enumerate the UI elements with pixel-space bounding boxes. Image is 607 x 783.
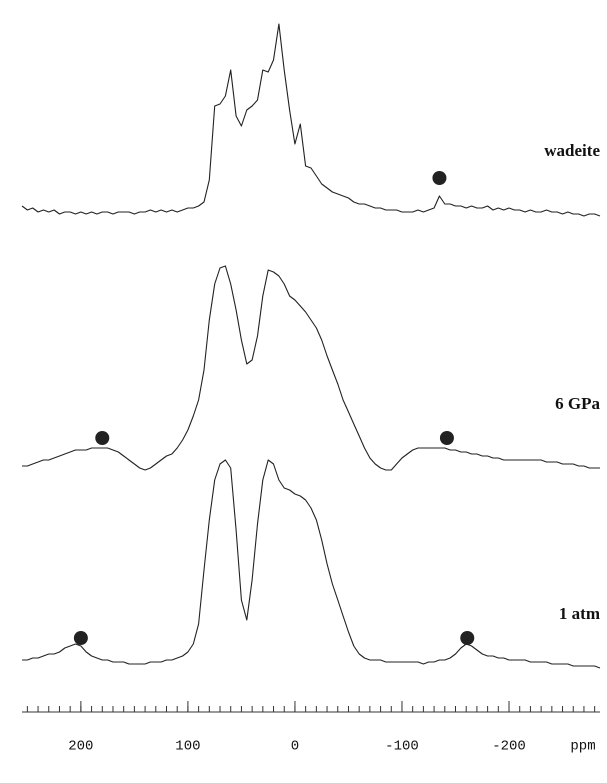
spectrum-line	[22, 265, 600, 471]
spectrum-line	[21, 23, 601, 217]
sideband-marker	[432, 171, 447, 185]
x-tick-label: -200	[492, 739, 526, 755]
series-label: wadeite	[544, 141, 600, 160]
sideband-marker	[95, 431, 110, 445]
sideband-marker	[73, 631, 88, 645]
x-tick-label: 200	[68, 739, 93, 755]
series-label: 6 GPa	[555, 394, 600, 413]
sideband-marker	[439, 431, 454, 445]
x-axis-label: ppm	[570, 739, 595, 755]
x-tick-label: 100	[175, 739, 200, 755]
x-tick-label: 0	[291, 739, 299, 755]
spectrum-line	[22, 459, 601, 669]
sideband-marker	[460, 631, 475, 645]
series-label: 1 atm	[559, 604, 600, 623]
x-tick-label: -100	[385, 739, 419, 755]
